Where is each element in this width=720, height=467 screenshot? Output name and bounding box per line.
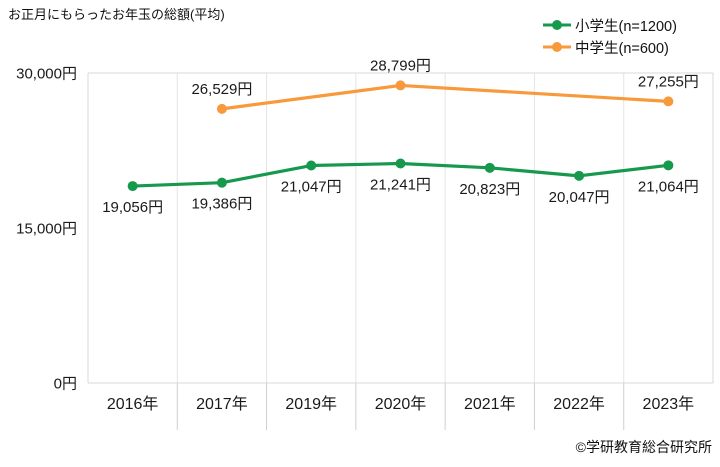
data-point-marker bbox=[306, 160, 317, 171]
copyright-text: ©学研教育総合研究所 bbox=[575, 439, 712, 455]
legend-label-junior-high: 中学生(n=600) bbox=[575, 40, 669, 57]
data-label: 19,386円 bbox=[191, 196, 252, 213]
data-label: 19,056円 bbox=[102, 199, 163, 216]
y-axis-label: 0円 bbox=[54, 376, 77, 393]
x-axis-label: 2022年 bbox=[553, 395, 605, 413]
data-label: 26,529円 bbox=[191, 81, 252, 98]
data-point-marker bbox=[663, 160, 674, 171]
data-label: 21,064円 bbox=[638, 178, 699, 195]
data-point-marker bbox=[395, 158, 406, 169]
legend-marker-elementary-icon bbox=[543, 20, 571, 30]
x-axis-label: 2020年 bbox=[375, 395, 427, 413]
legend-item-junior-high: 中学生(n=600) bbox=[542, 39, 677, 57]
data-label: 27,255円 bbox=[638, 73, 699, 90]
data-point-marker bbox=[216, 177, 227, 188]
data-point-marker bbox=[574, 170, 585, 181]
data-label: 20,823円 bbox=[459, 181, 520, 198]
x-axis-label: 2023年 bbox=[643, 395, 695, 413]
legend-item-elementary: 小学生(n=1200) bbox=[542, 17, 677, 35]
y-axis-label: 15,000円 bbox=[16, 221, 77, 238]
data-label: 20,047円 bbox=[549, 189, 610, 206]
chart-title: お正月にもらったお年玉の総額(平均) bbox=[8, 7, 225, 22]
data-point-marker bbox=[127, 181, 138, 192]
data-label: 28,799円 bbox=[370, 57, 431, 74]
data-label: 21,047円 bbox=[281, 179, 342, 196]
data-point-marker bbox=[484, 162, 495, 173]
data-label: 21,241円 bbox=[370, 177, 431, 194]
legend: 小学生(n=1200) 中学生(n=600) bbox=[542, 17, 677, 57]
x-axis-label: 2017年 bbox=[196, 395, 248, 413]
legend-label-elementary: 小学生(n=1200) bbox=[575, 18, 677, 35]
legend-marker-junior-high-icon bbox=[543, 42, 571, 52]
x-axis-label: 2021年 bbox=[464, 395, 516, 413]
data-point-marker bbox=[663, 96, 674, 107]
x-axis-label: 2016年 bbox=[107, 395, 159, 413]
data-point-marker bbox=[395, 80, 406, 91]
y-axis-label: 30,000円 bbox=[16, 66, 77, 83]
data-point-marker bbox=[216, 103, 227, 114]
x-axis-label: 2019年 bbox=[285, 395, 337, 413]
